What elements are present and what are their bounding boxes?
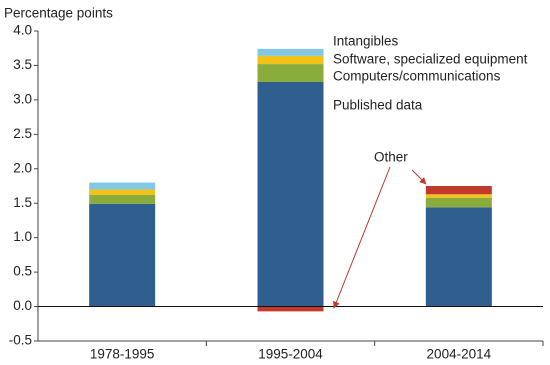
bar-segment bbox=[257, 64, 324, 82]
x-tick-label: 2004-2014 bbox=[427, 347, 492, 362]
y-tick-label: 3.0 bbox=[13, 91, 32, 106]
bar-segment bbox=[89, 203, 156, 307]
legend-label: Intangibles bbox=[333, 34, 399, 49]
y-tick-label: 0.0 bbox=[13, 298, 32, 313]
y-tick-label: 2.5 bbox=[13, 126, 32, 141]
y-tick-label: 2.0 bbox=[13, 160, 32, 175]
y-tick-label: 0.5 bbox=[13, 264, 32, 279]
legend-label: Computers/communications bbox=[333, 69, 501, 84]
y-tick-label: 1.0 bbox=[13, 229, 32, 244]
legend-label: Software, specialized equipment bbox=[333, 52, 528, 67]
bar-segment bbox=[257, 81, 324, 307]
bar-segment bbox=[425, 186, 492, 195]
bar-segment bbox=[425, 197, 492, 208]
bar-segment bbox=[425, 194, 492, 198]
y-tick-label: -0.5 bbox=[9, 333, 32, 348]
bar-segment bbox=[425, 207, 492, 307]
annotation-arrow bbox=[411, 169, 427, 185]
bar-segment bbox=[257, 306, 324, 312]
bar-segment bbox=[89, 189, 156, 195]
y-tick-label: 1.5 bbox=[13, 195, 32, 210]
y-axis-label: Percentage points bbox=[4, 6, 113, 21]
x-tick-label: 1995-2004 bbox=[258, 347, 323, 362]
annotation-arrow bbox=[333, 166, 391, 309]
x-tick-label: 1978-1995 bbox=[90, 347, 155, 362]
legend-label: Published data bbox=[333, 98, 423, 113]
bar-segment bbox=[89, 182, 156, 190]
annotation-label: Other bbox=[374, 150, 408, 165]
bar-segment bbox=[89, 194, 156, 204]
y-tick-label: 4.0 bbox=[13, 23, 32, 38]
bar-segment bbox=[257, 55, 324, 65]
bar-segment bbox=[257, 48, 324, 56]
y-tick-label: 3.5 bbox=[13, 57, 32, 72]
